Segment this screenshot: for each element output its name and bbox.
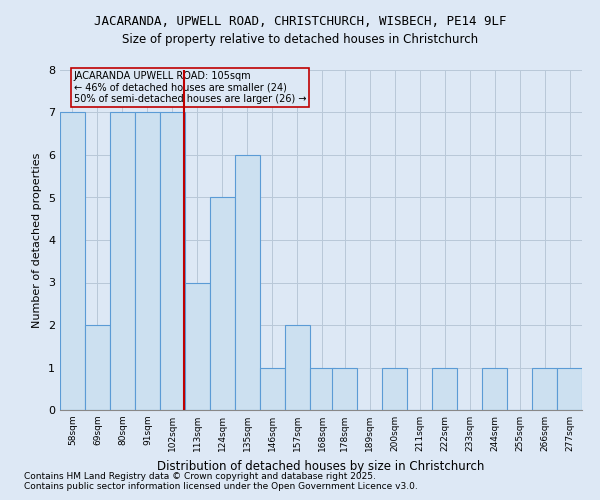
Bar [60,112,85,410]
Bar [235,155,260,410]
Bar [382,368,407,410]
Bar [432,368,457,410]
X-axis label: Distribution of detached houses by size in Christchurch: Distribution of detached houses by size … [157,460,485,472]
Text: JACARANDA, UPWELL ROAD, CHRISTCHURCH, WISBECH, PE14 9LF: JACARANDA, UPWELL ROAD, CHRISTCHURCH, WI… [94,15,506,28]
Bar [284,325,310,410]
Bar [210,198,235,410]
Text: Size of property relative to detached houses in Christchurch: Size of property relative to detached ho… [122,32,478,46]
Bar [260,368,284,410]
Bar [310,368,335,410]
Bar [332,368,358,410]
Bar [532,368,557,410]
Bar [557,368,582,410]
Text: Contains HM Land Registry data © Crown copyright and database right 2025.: Contains HM Land Registry data © Crown c… [24,472,376,481]
Bar [85,325,110,410]
Text: JACARANDA UPWELL ROAD: 105sqm
← 46% of detached houses are smaller (24)
50% of s: JACARANDA UPWELL ROAD: 105sqm ← 46% of d… [74,71,306,104]
Bar [110,112,135,410]
Bar [135,112,160,410]
Bar [185,282,210,410]
Y-axis label: Number of detached properties: Number of detached properties [32,152,43,328]
Bar [482,368,507,410]
Bar [160,112,185,410]
Text: Contains public sector information licensed under the Open Government Licence v3: Contains public sector information licen… [24,482,418,491]
